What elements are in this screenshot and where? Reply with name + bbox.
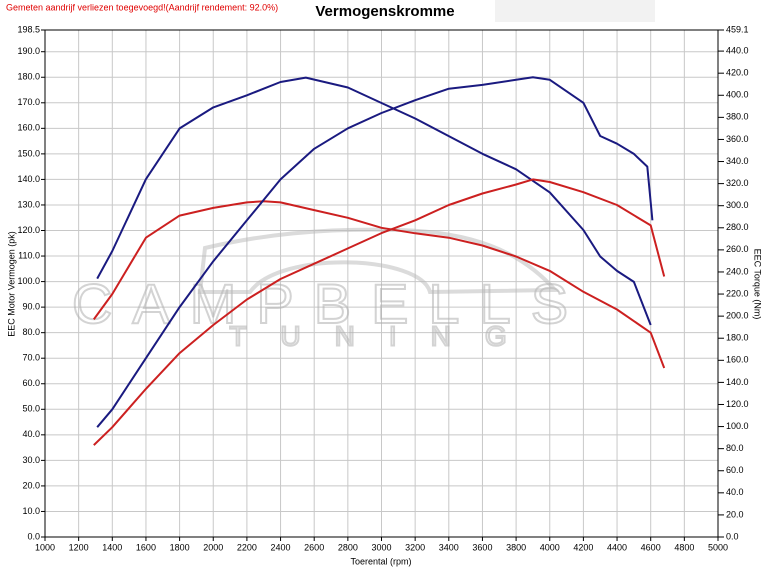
series-line bbox=[96, 76, 652, 326]
x-tick-label: 2400 bbox=[271, 542, 291, 552]
y2-tick-label: 240.0 bbox=[726, 266, 749, 276]
y2-tick-label: 380.0 bbox=[726, 112, 749, 122]
y2-tick-label: 260.0 bbox=[726, 244, 749, 254]
x-tick-label: 3400 bbox=[439, 542, 459, 552]
y2-tick-label: 140.0 bbox=[726, 377, 749, 387]
y-tick-label: 140.0 bbox=[17, 174, 40, 184]
y-axis-label: EEC Motor Vermogen (pk) bbox=[6, 231, 16, 337]
y-tick-label: 100.0 bbox=[17, 276, 40, 286]
y-tick-label: 130.0 bbox=[17, 199, 40, 209]
y2-axis-label: EEC Torque (Nm) bbox=[753, 249, 763, 320]
y2-tick-label: 420.0 bbox=[726, 68, 749, 78]
x-tick-label: 4400 bbox=[607, 542, 627, 552]
x-tick-label: 4000 bbox=[540, 542, 560, 552]
y2-tick-label: 440.0 bbox=[726, 45, 749, 55]
y-tick-label: 40.0 bbox=[22, 429, 40, 439]
x-tick-label: 3200 bbox=[405, 542, 425, 552]
y2-tick-label: 459.1 bbox=[726, 24, 749, 34]
y2-tick-label: 180.0 bbox=[726, 333, 749, 343]
x-tick-label: 3800 bbox=[506, 542, 526, 552]
x-tick-label: 4200 bbox=[573, 542, 593, 552]
x-tick-label: 4600 bbox=[641, 542, 661, 552]
y-tick-label: 30.0 bbox=[22, 455, 40, 465]
y2-tick-label: 400.0 bbox=[726, 90, 749, 100]
y2-tick-label: 220.0 bbox=[726, 288, 749, 298]
y-tick-label: 10.0 bbox=[22, 506, 40, 516]
x-tick-label: 1800 bbox=[170, 542, 190, 552]
y-tick-label: 190.0 bbox=[17, 46, 40, 56]
y-tick-label: 0.0 bbox=[27, 531, 40, 541]
y-tick-label: 160.0 bbox=[17, 123, 40, 133]
y2-tick-label: 340.0 bbox=[726, 156, 749, 166]
watermark: TUNING bbox=[229, 320, 540, 351]
x-tick-label: 2200 bbox=[237, 542, 257, 552]
watermark: CAMPBELLS bbox=[72, 272, 588, 335]
y2-tick-label: 0.0 bbox=[726, 531, 739, 541]
x-tick-label: 1400 bbox=[102, 542, 122, 552]
x-tick-label: 5000 bbox=[708, 542, 728, 552]
x-tick-label: 2600 bbox=[304, 542, 324, 552]
notice: Gemeten aandrijf verliezen toegevoegd!(A… bbox=[6, 2, 278, 12]
series-line bbox=[96, 76, 654, 428]
x-tick-label: 2000 bbox=[203, 542, 223, 552]
chart-title: Vermogenskromme bbox=[315, 3, 454, 20]
y-tick-label: 120.0 bbox=[17, 225, 40, 235]
y2-tick-label: 160.0 bbox=[726, 355, 749, 365]
y-tick-label: 50.0 bbox=[22, 404, 40, 414]
y2-tick-label: 20.0 bbox=[726, 509, 744, 519]
x-tick-label: 3000 bbox=[371, 542, 391, 552]
y2-tick-label: 40.0 bbox=[726, 487, 744, 497]
y2-tick-label: 360.0 bbox=[726, 134, 749, 144]
y-tick-label: 70.0 bbox=[22, 353, 40, 363]
y-tick-label: 110.0 bbox=[18, 250, 40, 260]
y-tick-label: 180.0 bbox=[17, 72, 40, 82]
series-line bbox=[92, 200, 666, 369]
x-tick-label: 3600 bbox=[472, 542, 492, 552]
y2-tick-label: 200.0 bbox=[726, 311, 749, 321]
x-tick-label: 1200 bbox=[69, 542, 89, 552]
y-tick-label: 150.0 bbox=[17, 148, 40, 158]
y-tick-label: 170.0 bbox=[17, 97, 40, 107]
x-tick-label: 1600 bbox=[136, 542, 156, 552]
x-tick-label: 4800 bbox=[674, 542, 694, 552]
y2-tick-label: 320.0 bbox=[726, 178, 749, 188]
y2-tick-label: 280.0 bbox=[726, 222, 749, 232]
plot-frame bbox=[44, 29, 719, 538]
y2-tick-label: 300.0 bbox=[726, 200, 749, 210]
x-tick-label: 2800 bbox=[338, 542, 358, 552]
y2-tick-label: 80.0 bbox=[726, 443, 744, 453]
y-tick-label: 90.0 bbox=[22, 302, 40, 312]
y2-tick-label: 60.0 bbox=[726, 465, 744, 475]
x-axis-label: Toerental (rpm) bbox=[350, 556, 411, 566]
y-tick-label: 198.5 bbox=[17, 24, 40, 34]
series-line bbox=[93, 178, 666, 446]
y-tick-label: 20.0 bbox=[22, 480, 40, 490]
y2-tick-label: 120.0 bbox=[726, 399, 749, 409]
y-tick-label: 80.0 bbox=[22, 327, 40, 337]
header-panel bbox=[495, 0, 655, 22]
y2-tick-label: 100.0 bbox=[726, 421, 749, 431]
x-tick-label: 1000 bbox=[35, 542, 55, 552]
y-tick-label: 60.0 bbox=[22, 378, 40, 388]
